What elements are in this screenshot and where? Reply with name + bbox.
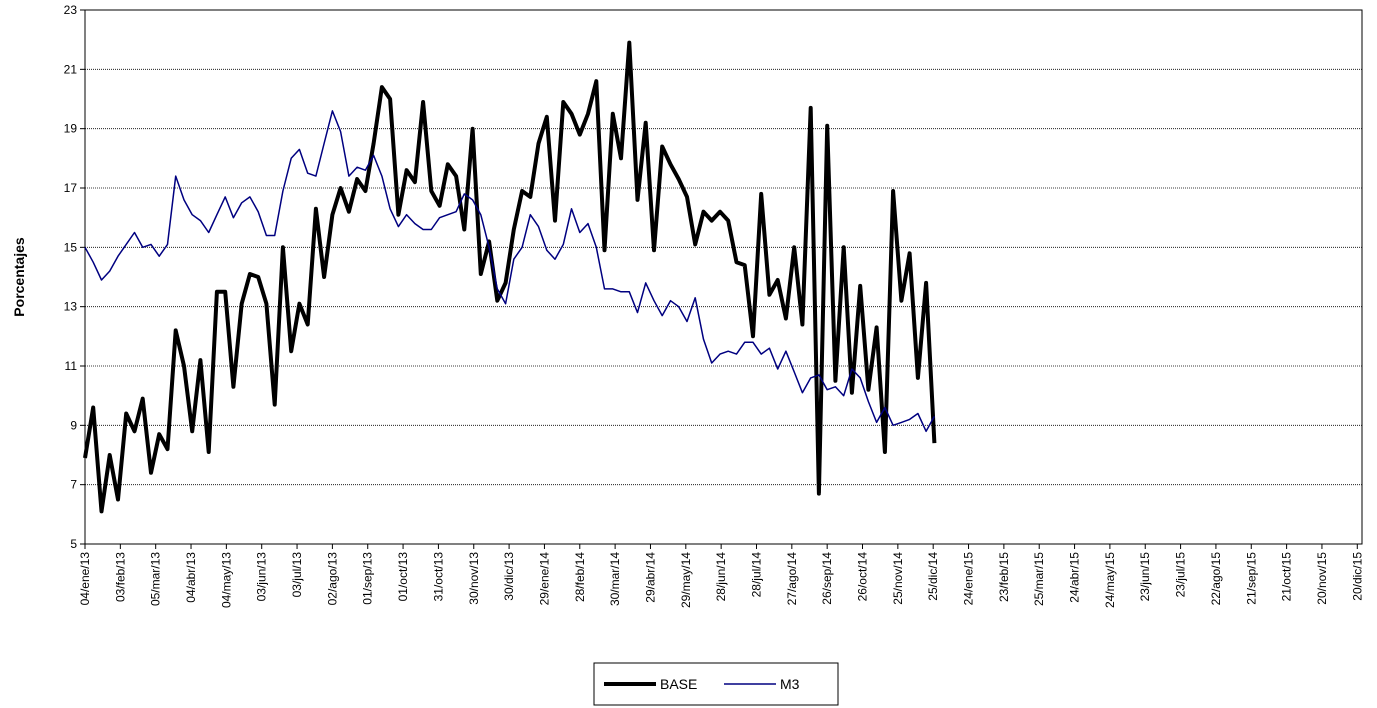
y-tick-label: 7: [70, 478, 77, 492]
x-tick-label: 20/dic/15: [1350, 552, 1364, 601]
x-tick-label: 30/dic/13: [502, 552, 516, 601]
y-tick-label: 5: [70, 537, 77, 551]
y-tick-label: 19: [64, 122, 78, 136]
x-tick-label: 25/dic/14: [926, 552, 940, 601]
x-tick-label: 04/may/13: [219, 552, 233, 608]
x-tick-label: 23/feb/15: [997, 552, 1011, 602]
x-tick-label: 27/ago/14: [785, 552, 799, 606]
x-tick-label: 21/sep/15: [1244, 552, 1258, 605]
y-axis-label: Porcentajes: [11, 237, 27, 317]
y-tick-label: 9: [70, 418, 77, 432]
x-tick-label: 20/nov/15: [1315, 552, 1329, 605]
x-tick-label: 25/mar/15: [1032, 552, 1046, 606]
x-tick-label: 29/abr/14: [643, 552, 657, 603]
plot-frame: [84, 9, 1363, 545]
legend-label: BASE: [660, 676, 697, 692]
y-tick-label: 11: [65, 359, 78, 373]
x-tick-label: 01/sep/13: [361, 552, 375, 605]
x-tick-label: 22/ago/15: [1209, 552, 1223, 606]
y-tick-label: 13: [64, 300, 78, 314]
x-tick-label: 28/feb/14: [573, 552, 587, 602]
y-tick-label: 15: [64, 240, 78, 254]
x-tick-label: 28/jun/14: [714, 552, 728, 602]
x-tick-label: 03/jul/13: [290, 552, 304, 598]
series-line: [84, 110, 936, 433]
x-tick-label: 24/may/15: [1103, 552, 1117, 608]
x-tick-label: 29/may/14: [679, 552, 693, 608]
x-tick-label: 05/mar/13: [149, 552, 163, 606]
x-tick-label: 03/jun/13: [255, 552, 269, 602]
series-line: [83, 40, 937, 514]
y-tick-label: 23: [64, 3, 78, 17]
x-tick-label: 26/sep/14: [820, 552, 834, 605]
x-tick-label: 30/nov/13: [467, 552, 481, 605]
x-tick-label: 04/abr/13: [184, 552, 198, 603]
x-tick-label: 30/mar/14: [608, 552, 622, 606]
x-tick-label: 24/abr/15: [1068, 552, 1082, 603]
x-tick-label: 29/ene/14: [537, 552, 551, 606]
x-tick-label: 25/nov/14: [891, 552, 905, 605]
x-tick-label: 28/jul/14: [749, 552, 763, 598]
x-tick-label: 04/ene/13: [78, 552, 92, 606]
x-tick-label: 21/oct/15: [1280, 552, 1294, 602]
x-tick-label: 23/jun/15: [1138, 552, 1152, 602]
y-tick-label: 21: [64, 62, 78, 76]
x-tick-label: 02/ago/13: [325, 552, 339, 606]
x-tick-label: 01/oct/13: [396, 552, 410, 602]
x-tick-label: 23/jul/15: [1174, 552, 1188, 598]
legend-label: M3: [780, 676, 800, 692]
x-tick-label: 26/oct/14: [856, 552, 870, 602]
x-tick-label: 31/oct/13: [431, 552, 445, 602]
x-tick-label: 03/feb/13: [113, 552, 127, 602]
x-tick-label: 24/ene/15: [962, 552, 976, 606]
y-tick-label: 17: [64, 181, 78, 195]
